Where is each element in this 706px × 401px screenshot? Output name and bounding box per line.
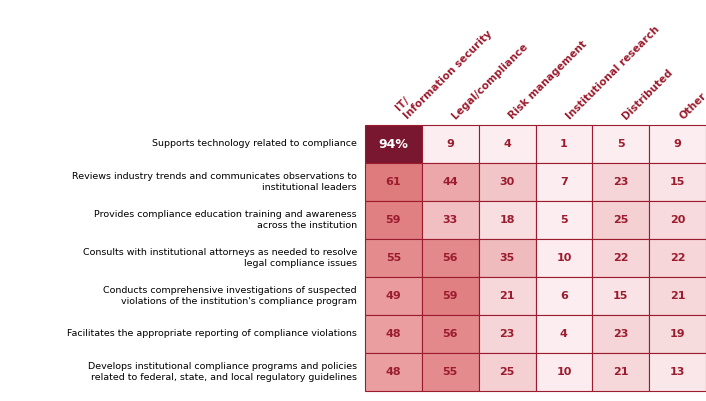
Text: 21: 21 [499,291,515,301]
Bar [421,353,479,391]
Text: 33: 33 [443,215,458,225]
Bar [592,277,649,315]
Text: IT/
Information security: IT/ Information security [393,20,494,121]
Text: 49: 49 [385,291,401,301]
Bar [535,277,592,315]
Text: 7: 7 [560,177,568,187]
Text: 48: 48 [385,367,401,377]
Text: 21: 21 [670,291,686,301]
Bar [535,163,592,201]
Text: Reviews industry trends and communicates observations to
institutional leaders: Reviews industry trends and communicates… [72,172,357,192]
Text: 94%: 94% [378,138,408,150]
Bar [421,239,479,277]
Text: 9: 9 [446,139,454,149]
Text: 19: 19 [670,329,686,339]
Bar [649,315,706,353]
Bar [421,277,479,315]
Text: Conducts comprehensive investigations of suspected
violations of the institution: Conducts comprehensive investigations of… [103,286,357,306]
Text: 1: 1 [560,139,568,149]
Bar [365,125,421,163]
Text: 23: 23 [499,329,515,339]
Bar [592,353,649,391]
Bar [592,201,649,239]
Text: 20: 20 [670,215,686,225]
Text: 30: 30 [499,177,515,187]
Bar [365,163,421,201]
Text: 23: 23 [613,329,628,339]
Text: Distributed: Distributed [621,67,675,121]
Bar [592,315,649,353]
Text: 25: 25 [499,367,515,377]
Text: Other: Other [678,90,706,121]
Text: 13: 13 [670,367,686,377]
Bar [479,201,535,239]
Text: 5: 5 [617,139,625,149]
Text: 22: 22 [670,253,686,263]
Text: Risk management: Risk management [507,39,589,121]
Bar [649,239,706,277]
Text: Legal/compliance: Legal/compliance [450,41,530,121]
Bar [479,353,535,391]
Text: Institutional research: Institutional research [564,24,661,121]
Bar [649,163,706,201]
Text: 59: 59 [443,291,458,301]
Text: 35: 35 [499,253,515,263]
Text: 22: 22 [613,253,628,263]
Text: 56: 56 [443,329,458,339]
Text: 18: 18 [499,215,515,225]
Text: 56: 56 [443,253,458,263]
Text: 4: 4 [503,139,511,149]
Text: 4: 4 [560,329,568,339]
Text: 10: 10 [556,253,572,263]
Text: 48: 48 [385,329,401,339]
Text: 25: 25 [613,215,628,225]
Text: 55: 55 [385,253,401,263]
Bar [535,201,592,239]
Bar [649,353,706,391]
Bar [479,125,535,163]
Text: Facilitates the appropriate reporting of compliance violations: Facilitates the appropriate reporting of… [67,330,357,338]
Bar [479,277,535,315]
Text: 6: 6 [560,291,568,301]
Bar [592,163,649,201]
Text: 23: 23 [613,177,628,187]
Bar [592,239,649,277]
Bar [421,315,479,353]
Bar [479,163,535,201]
Bar [479,315,535,353]
Bar [365,239,421,277]
Text: Consults with institutional attorneys as needed to resolve
legal compliance issu: Consults with institutional attorneys as… [83,248,357,268]
Bar [649,277,706,315]
Bar [535,125,592,163]
Text: 21: 21 [613,367,628,377]
Bar [649,201,706,239]
Text: Supports technology related to compliance: Supports technology related to complianc… [152,140,357,148]
Text: 15: 15 [670,177,686,187]
Text: 15: 15 [613,291,628,301]
Text: 55: 55 [443,367,458,377]
Bar [592,125,649,163]
Bar [365,315,421,353]
Bar [421,163,479,201]
Bar [421,201,479,239]
Text: 44: 44 [443,177,458,187]
Text: 9: 9 [674,139,681,149]
Text: 61: 61 [385,177,401,187]
Bar [535,353,592,391]
Bar [365,277,421,315]
Bar [365,201,421,239]
Text: Provides compliance education training and awareness
across the institution: Provides compliance education training a… [95,210,357,230]
Bar [535,239,592,277]
Bar [649,125,706,163]
Bar [421,125,479,163]
Bar [479,239,535,277]
Text: Develops institutional compliance programs and policies
related to federal, stat: Develops institutional compliance progra… [88,362,357,382]
Text: 10: 10 [556,367,572,377]
Text: 59: 59 [385,215,401,225]
Text: 5: 5 [560,215,568,225]
Bar [365,353,421,391]
Bar [535,315,592,353]
